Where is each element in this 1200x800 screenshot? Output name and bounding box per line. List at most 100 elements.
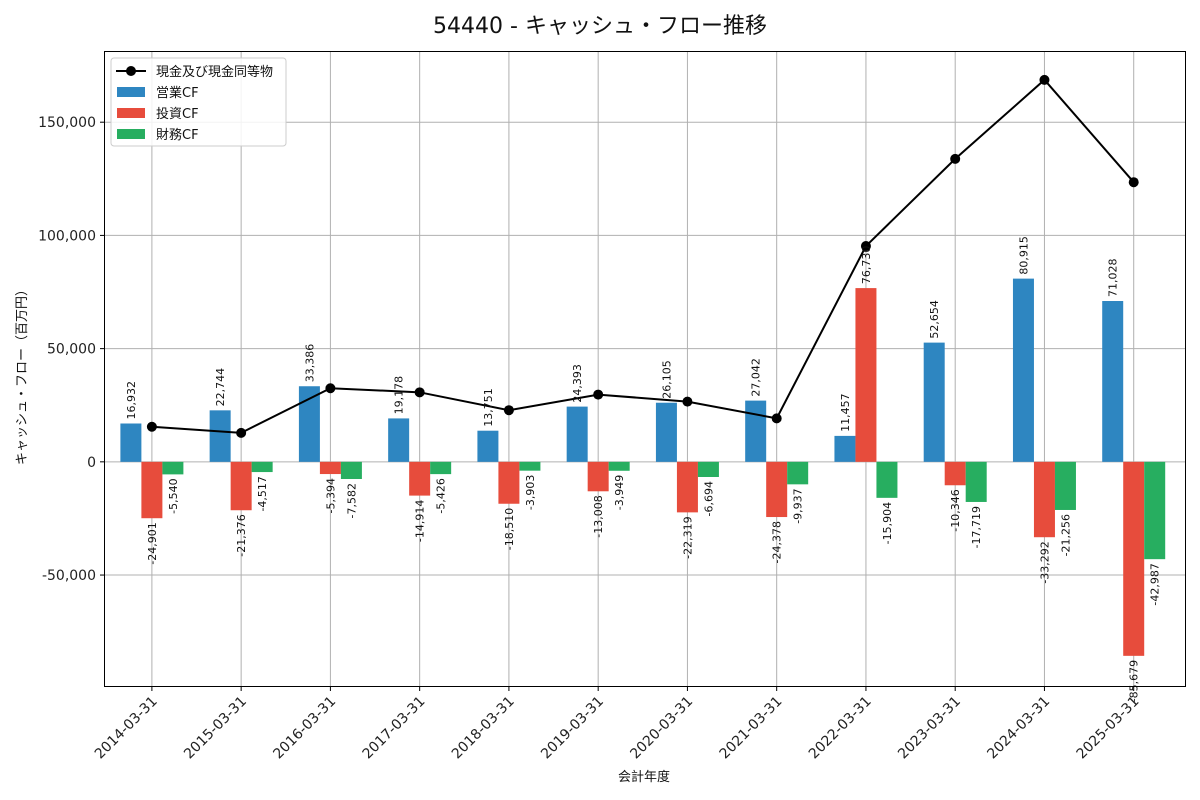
operating-cf-bar (477, 430, 499, 462)
operating-cf-bar (834, 435, 856, 462)
financing-cf-bar (162, 461, 184, 475)
legend-line-marker (126, 66, 136, 76)
y-axis: -50,000 0 50,000 100,000 150,000 (38, 115, 105, 584)
operating-cf-bar (1012, 278, 1034, 462)
operating-cf-bar (388, 418, 410, 462)
operating-cf-bar (923, 342, 945, 462)
y-tick-label: 50,000 (47, 342, 96, 358)
cash-line-point (950, 153, 961, 164)
financing-cf-bar (430, 461, 452, 475)
bar-data-label: -10,346 (949, 489, 962, 531)
bar-data-label: -7,582 (345, 483, 358, 518)
bars (120, 278, 1166, 656)
cash-line-point (1039, 74, 1050, 85)
investing-cf-bar (409, 461, 431, 496)
bar-data-label: -14,914 (414, 500, 427, 542)
bar-data-label: -42,987 (1149, 563, 1162, 605)
cash-line-point (593, 389, 604, 400)
y-tick-label: 100,000 (38, 228, 96, 244)
legend-swatch (117, 108, 145, 118)
investing-cf-bar (1123, 461, 1145, 656)
bar-data-label: 33,386 (303, 344, 316, 383)
bar-data-label: -33,292 (1038, 541, 1051, 583)
bar-data-label: -24,378 (771, 521, 784, 563)
bar-data-label: -22,319 (681, 516, 694, 558)
financing-cf-bar (787, 461, 809, 485)
cash-line-point (771, 413, 782, 424)
bar-data-label: -21,376 (235, 514, 248, 556)
legend-label: 投資CF (156, 106, 199, 122)
bar-data-label: -9,937 (792, 488, 805, 523)
x-tick-label: 2014-03-31 (92, 694, 161, 763)
financing-cf-bar (697, 461, 719, 477)
legend-swatch (117, 129, 145, 139)
bar-data-label: 13,751 (482, 388, 495, 427)
operating-cf-bar (566, 406, 588, 462)
bar-data-label: -4,517 (256, 476, 269, 511)
investing-cf-bar (319, 461, 341, 475)
investing-cf-bar (855, 288, 877, 462)
operating-cf-bar (209, 410, 231, 462)
x-tick-label: 2021-03-31 (717, 694, 786, 763)
y-tick-label: -50,000 (42, 568, 96, 584)
bar-data-label: 52,654 (928, 300, 941, 339)
cash-line (146, 74, 1139, 438)
x-tick-label: 2022-03-31 (806, 694, 875, 763)
cash-line-point (860, 241, 871, 252)
bar-data-label: 11,457 (839, 393, 852, 432)
financing-cf-bar (608, 461, 630, 471)
financing-cf-bar (1144, 461, 1166, 560)
bar-data-label: -21,256 (1059, 514, 1072, 556)
y-tick-label: 150,000 (38, 115, 96, 131)
bar-data-label: 19,178 (393, 376, 406, 415)
cash-line-point (414, 387, 425, 398)
bar-data-label: -5,426 (435, 478, 448, 513)
cash-line-point (146, 421, 157, 432)
x-tick-label: 2018-03-31 (449, 694, 518, 763)
investing-cf-bar (944, 461, 966, 486)
x-tick-label: 2024-03-31 (984, 694, 1053, 763)
x-tick-label: 2020-03-31 (627, 694, 696, 763)
bar-data-label: -3,903 (524, 475, 537, 510)
financing-cf-bar (876, 461, 898, 498)
bar-data-label: 27,042 (750, 358, 763, 397)
investing-cf-bar (141, 461, 163, 519)
cash-line-point (325, 383, 336, 394)
investing-cf-bar (676, 461, 698, 513)
bar-labels: 16,932 22,744 33,386 19,178 13,751 24,393 26,1… (125, 236, 1162, 702)
bar-data-label: 76,730 (860, 246, 873, 285)
investing-cf-bar (498, 461, 520, 504)
legend-swatch (117, 87, 145, 97)
cash-line-path (151, 78, 1135, 434)
bar-data-label: -15,904 (881, 502, 894, 544)
bar-data-label: -5,540 (167, 478, 180, 513)
cash-line-point (236, 427, 247, 438)
cash-line-point (682, 396, 693, 407)
legend-label: 財務CF (156, 128, 199, 143)
financing-cf-bar (519, 461, 541, 471)
bar-data-label: 71,028 (1107, 259, 1120, 298)
cash-line-point (1128, 177, 1139, 188)
financing-cf-bar (965, 461, 987, 502)
operating-cf-bar (655, 402, 677, 462)
plot-frame (104, 51, 1186, 687)
legend-label: 営業CF (156, 85, 199, 101)
x-tick-label: 2025-03-31 (1074, 694, 1143, 763)
y-tick-label: 0 (87, 455, 96, 471)
financing-cf-bar (251, 461, 273, 473)
bar-data-label: 16,932 (125, 381, 138, 420)
investing-cf-bar (587, 461, 609, 492)
y-axis-title: キャッシュ・フロー（百万円） (15, 283, 30, 465)
x-axis-title: 会計年度 (618, 769, 670, 785)
bar-data-label: -5,394 (324, 478, 337, 513)
operating-cf-bar (745, 400, 767, 462)
bar-data-label: -85,679 (1128, 660, 1141, 702)
bar-data-label: 22,744 (214, 368, 227, 407)
x-tick-label: 2023-03-31 (895, 694, 964, 763)
x-tick-label: 2019-03-31 (538, 694, 607, 763)
investing-cf-bar (1033, 461, 1055, 538)
investing-cf-bar (230, 461, 252, 511)
operating-cf-bar (1102, 301, 1124, 462)
bar-data-label: -17,719 (970, 506, 983, 548)
